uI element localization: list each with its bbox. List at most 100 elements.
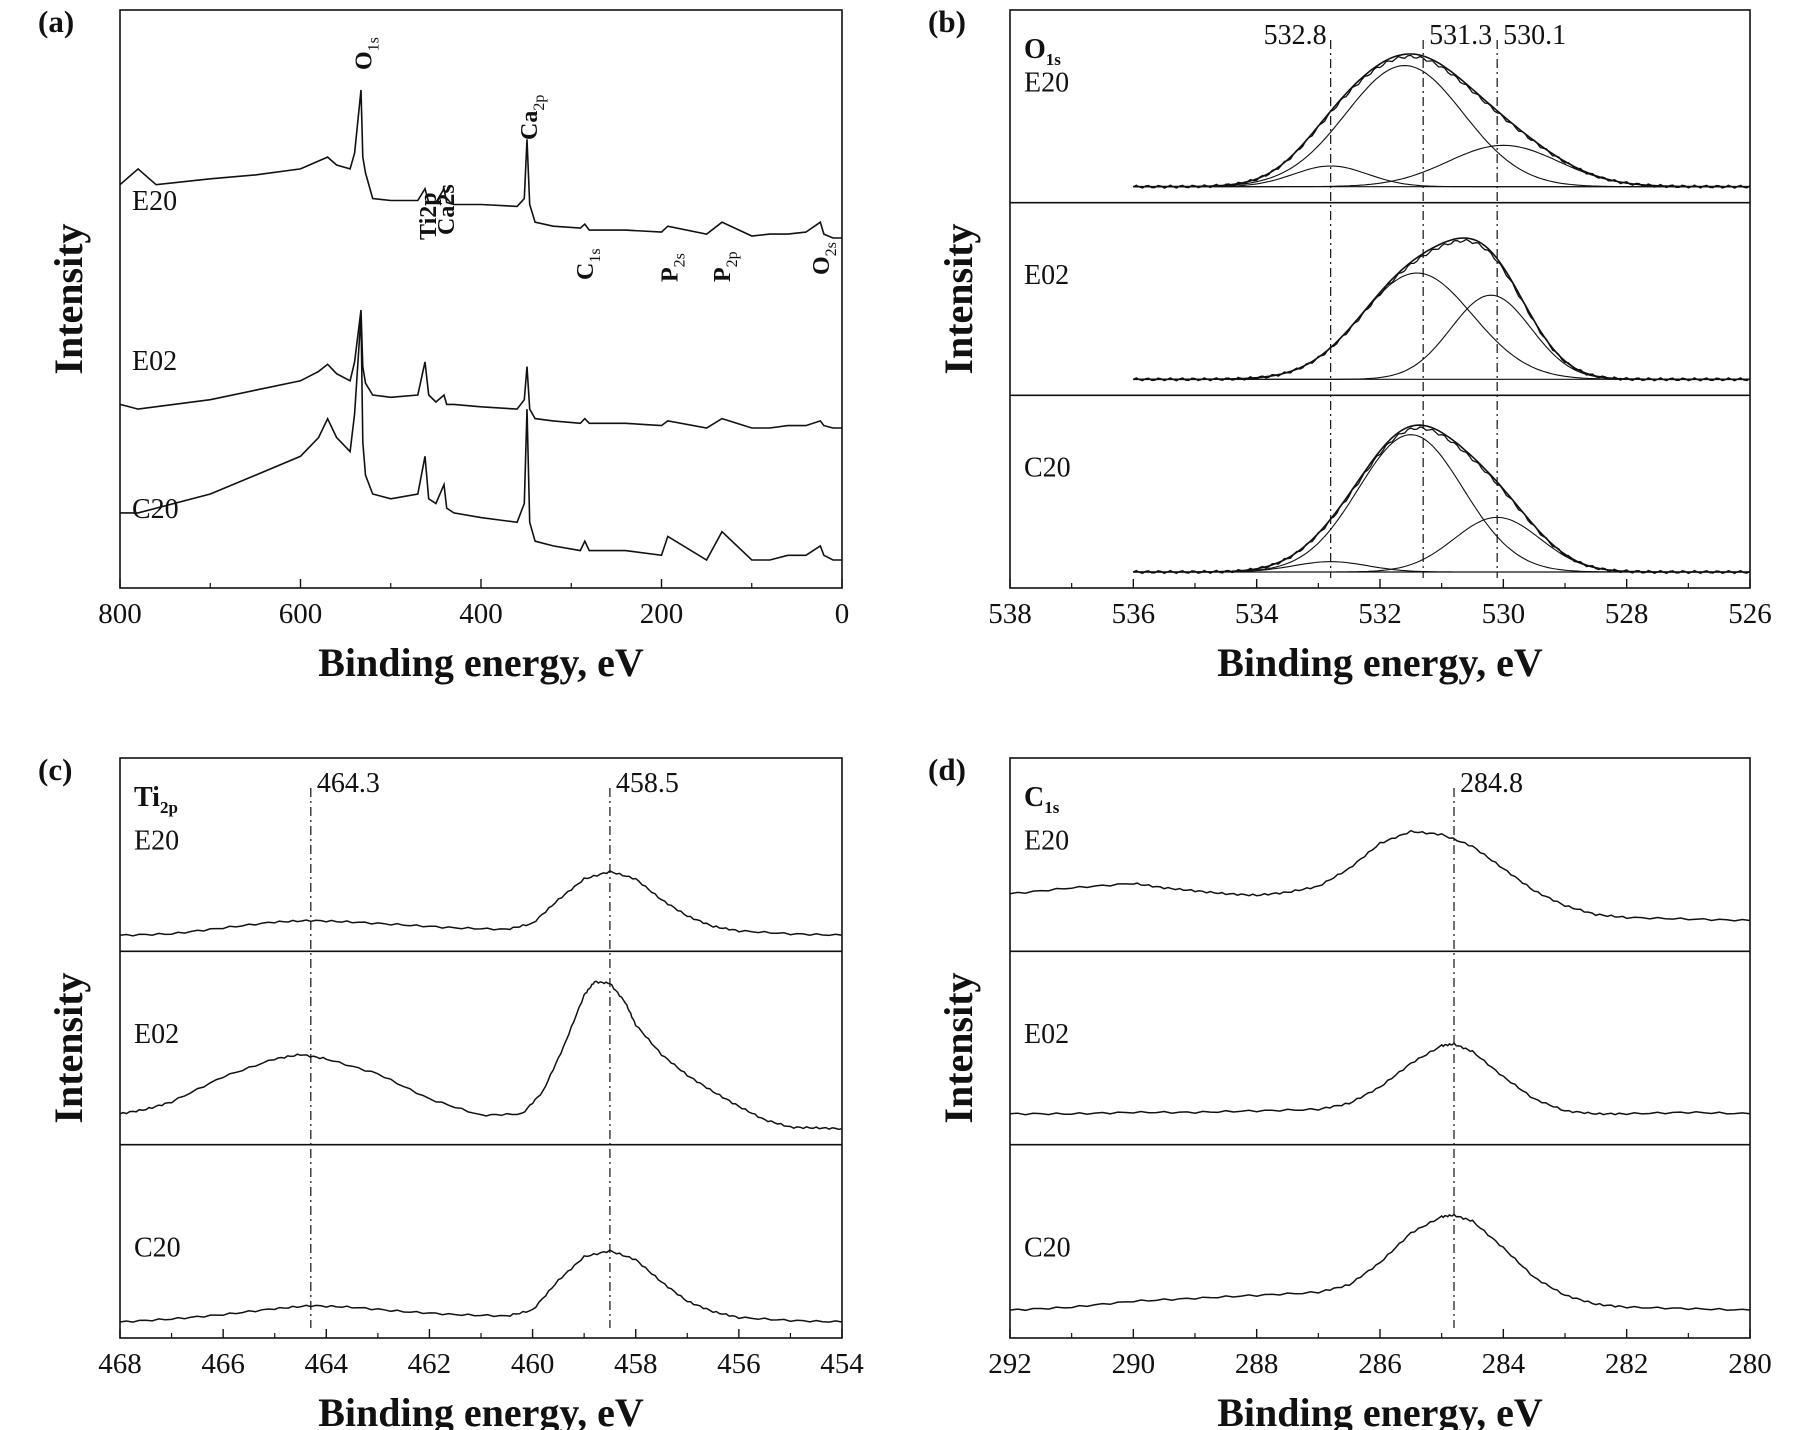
x-axis-title: Binding energy, eV: [1217, 640, 1543, 685]
x-tick-label: 468: [98, 1348, 142, 1380]
x-axis-title: Binding energy, eV: [318, 640, 644, 685]
y-axis-title: Intensity: [46, 223, 91, 374]
plot-frame: [1009, 757, 1751, 1339]
core-level-label-main: C: [1024, 782, 1044, 813]
peak-annotation-main: C: [573, 263, 599, 280]
x-tick-label: 460: [511, 1348, 555, 1380]
raw-spectrum-e02: [1133, 238, 1751, 382]
spectrum-line-e20: [119, 870, 843, 937]
x-tick-label: 400: [459, 598, 503, 630]
core-level-label: C1s: [1024, 782, 1060, 817]
peak-annotation: P2p: [710, 251, 741, 282]
series-label: C20: [134, 1232, 181, 1263]
reference-label: 531.3: [1429, 20, 1492, 51]
core-level-label-sub: 1s: [1044, 798, 1060, 817]
envelope-line-e02: [1133, 237, 1750, 381]
x-tick-label: 464: [305, 1348, 349, 1380]
peak-annotation-sub: 2s: [823, 242, 840, 256]
series-label: E20: [1024, 67, 1069, 98]
x-tick-label: 200: [640, 598, 684, 630]
spectrum-line-e20: [1009, 829, 1751, 922]
core-level-label-sub: 2p: [160, 798, 178, 817]
peak-annotation-sub: 1s: [587, 248, 604, 262]
core-level-label: Ti2p: [134, 782, 178, 817]
spectrum-line-c20: [1009, 1213, 1751, 1312]
reference-label: 530.1: [1503, 20, 1566, 51]
panel-label: (d): [928, 752, 966, 787]
peak-annotation-sub: 2p: [531, 95, 548, 111]
fit-component-e20: [1133, 144, 1750, 188]
x-tick-label: 284: [1482, 1348, 1526, 1380]
plot-frame: [119, 9, 843, 589]
core-level-label-main: Ti: [134, 782, 160, 813]
x-tick-label: 458: [614, 1348, 658, 1380]
x-axis-title: Binding energy, eV: [1217, 1390, 1543, 1430]
x-tick-label: 292: [988, 1348, 1032, 1380]
raw-spectrum-c20: [1133, 426, 1751, 575]
series-label: E02: [132, 346, 177, 377]
series-line-e20: [119, 89, 842, 239]
fit-component-c20: [1133, 516, 1750, 573]
peak-annotation-main: Ca: [517, 111, 543, 140]
spectrum-line-e02: [119, 980, 843, 1131]
peak-annotation-sub: 2p: [724, 251, 741, 267]
series-label: E02: [1024, 260, 1069, 291]
series-label: C20: [1024, 1232, 1071, 1263]
series-label: C20: [1024, 453, 1071, 484]
x-axis-title: Binding energy, eV: [318, 1390, 644, 1430]
x-tick-label: 286: [1358, 1348, 1402, 1380]
peak-annotation-main: P: [658, 267, 684, 282]
core-level-label-sub: 1s: [1046, 50, 1062, 69]
peak-annotation: Ti2p: [416, 192, 442, 240]
x-tick-label: 280: [1728, 1348, 1772, 1380]
fit-component-e20: [1133, 65, 1750, 188]
reference-label: 532.8: [1264, 20, 1327, 51]
x-tick-label: 456: [717, 1348, 761, 1380]
x-tick-label: 0: [835, 598, 850, 630]
reference-label: 284.8: [1460, 768, 1523, 799]
series-line-c20: [120, 314, 842, 562]
peak-annotation-main: Ti2p: [416, 192, 442, 240]
x-tick-label: 534: [1235, 598, 1279, 630]
series-label: E20: [134, 826, 179, 857]
peak-annotation: P2s: [658, 253, 689, 282]
series-label: E20: [132, 186, 177, 217]
x-tick-label: 530: [1482, 598, 1526, 630]
peak-annotation: O1s: [352, 37, 383, 70]
panel-label: (a): [38, 4, 74, 39]
peak-annotation-sub: 2s: [672, 253, 689, 267]
reference-label: 464.3: [317, 768, 380, 799]
peak-annotation-main: Ca2s: [434, 184, 460, 235]
panel-label: (c): [38, 752, 72, 787]
series-label: E20: [1024, 826, 1069, 857]
peak-annotation-sub: 1s: [366, 37, 383, 51]
series-label: E02: [1024, 1019, 1069, 1050]
chart-panel-a: 800 600 400 200 0 Binding energy, eV Intensity…: [38, 4, 849, 685]
raw-spectrum-e20: [1133, 54, 1751, 189]
plot-frame: [1009, 9, 1751, 589]
peak-annotation: O2s: [809, 242, 840, 275]
series-label: C20: [132, 494, 179, 525]
peak-annotation-main: O: [809, 256, 835, 275]
peak-annotation-main: O: [352, 51, 378, 70]
fit-component-c20: [1133, 434, 1750, 573]
series-line-e02: [119, 309, 842, 429]
x-tick-label: 538: [988, 598, 1032, 630]
x-tick-label: 462: [408, 1348, 452, 1380]
spectrum-line-e02: [1009, 1042, 1751, 1116]
y-axis-title: Intensity: [936, 223, 981, 374]
core-level-label-main: O: [1024, 34, 1046, 65]
peak-annotation: C1s: [573, 248, 604, 280]
fit-component-e02: [1133, 294, 1750, 380]
plot-frame: [119, 757, 843, 1339]
fit-component-e02: [1133, 272, 1750, 380]
peak-annotation: Ca2p: [517, 95, 548, 140]
panel-label: (b): [928, 4, 966, 39]
x-tick-label: 454: [820, 1348, 864, 1380]
x-tick-label: 536: [1112, 598, 1156, 630]
chart-panel-d: 292 290 288 286 284 282 280 Binding energy, eV I…: [928, 752, 1772, 1430]
chart-panel-b: 538 536 534 532 530 528 526 Binding energy, eV I…: [928, 4, 1772, 685]
spectrum-line-c20: [119, 1249, 843, 1323]
reference-label: 458.5: [616, 768, 679, 799]
